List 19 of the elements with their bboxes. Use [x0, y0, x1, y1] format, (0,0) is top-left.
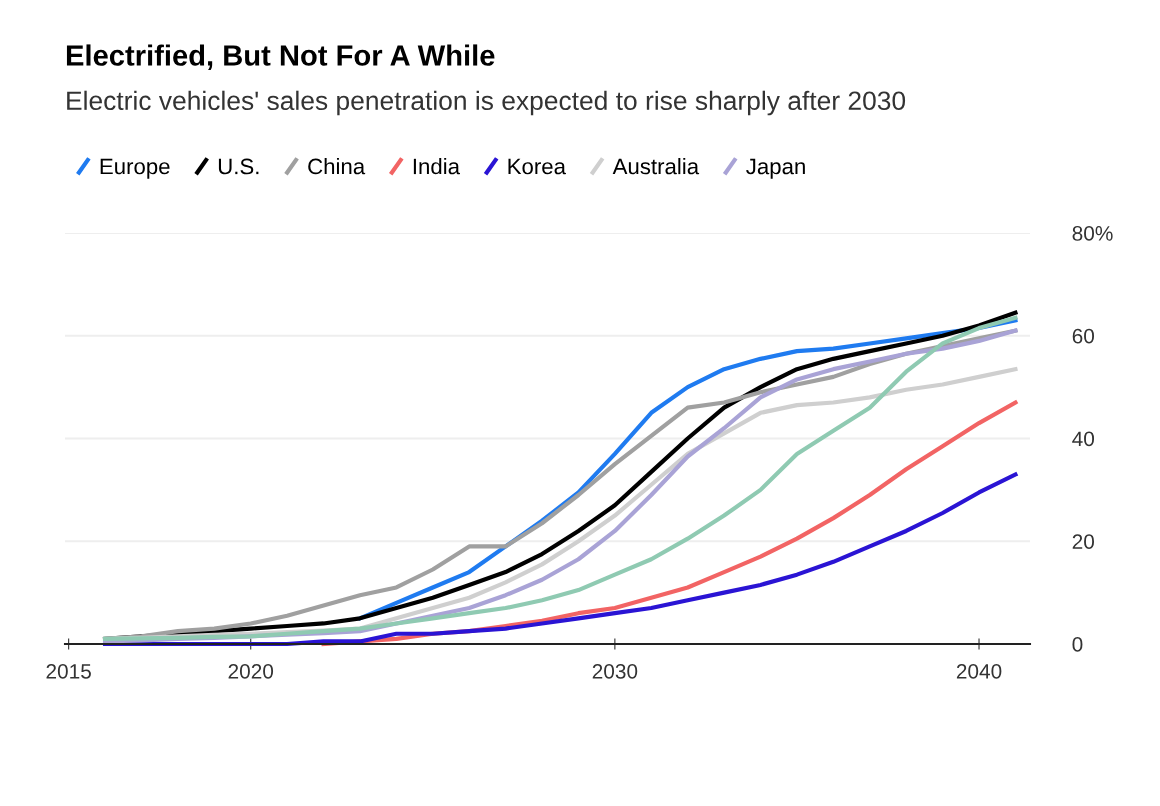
y-tick-label: 0 [1072, 637, 1083, 652]
chart-title: Electrified, But Not For A While [66, 44, 495, 71]
legend-label: Australia [612, 158, 700, 175]
legend-label: India [413, 158, 461, 175]
legend-label: China [308, 158, 366, 175]
legend-label: U.S. [218, 158, 259, 175]
legend-label: Europe [100, 158, 170, 179]
x-tick-label: 2015 [46, 663, 91, 679]
y-tick-label: 80% [1072, 226, 1113, 241]
line-series [102, 472, 1018, 647]
y-tick-label: 60 [1072, 328, 1095, 344]
legend-label: Japan [746, 158, 805, 179]
y-tick-label: 40 [1072, 431, 1095, 447]
chart-subtitle: Electric vehicles' sales penetration is expected to rise sharply after 2030 [67, 90, 906, 116]
x-tick-label: 2020 [228, 663, 274, 679]
y-tick-label: 20 [1072, 534, 1095, 549]
x-tick-label: 2030 [592, 663, 638, 679]
legend-label: Korea [508, 158, 566, 175]
x-tick-label: 2040 [956, 663, 1002, 679]
